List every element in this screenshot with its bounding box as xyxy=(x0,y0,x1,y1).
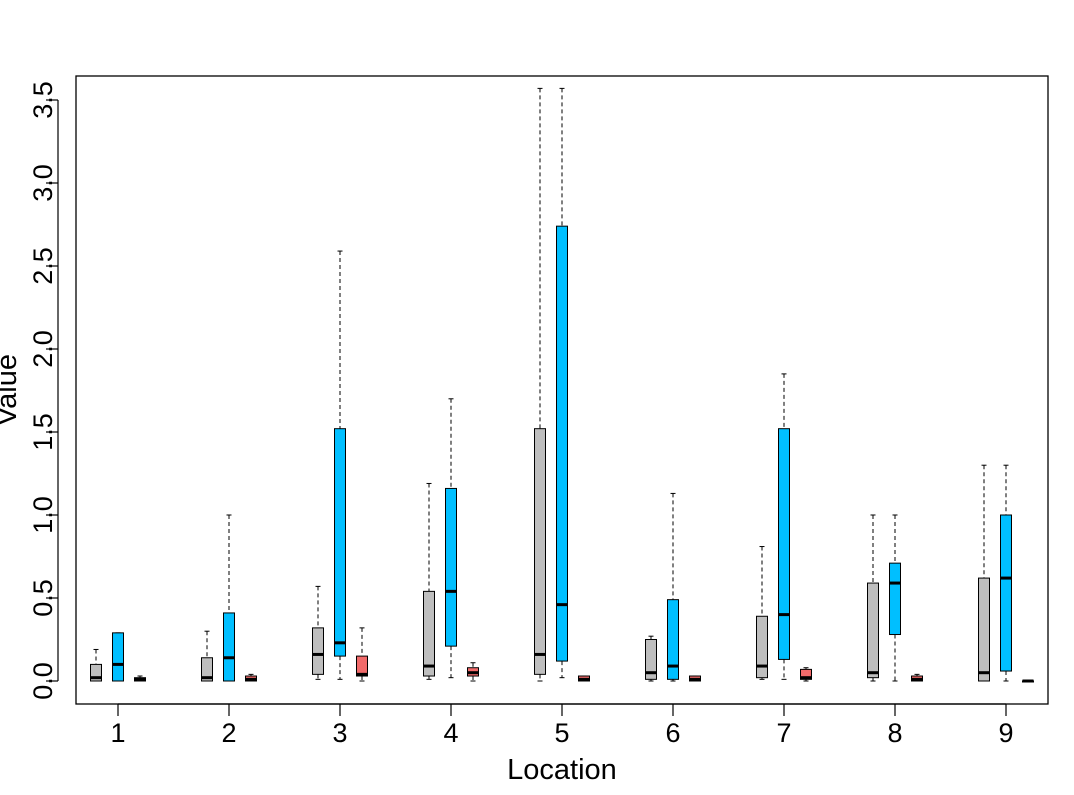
iqr-box xyxy=(223,612,235,682)
iqr-box xyxy=(312,627,324,675)
box-3-location-6 xyxy=(689,675,701,682)
iqr-box xyxy=(556,225,568,662)
iqr-box xyxy=(423,590,435,677)
iqr-box xyxy=(1000,514,1012,672)
iqr-box xyxy=(356,655,368,677)
y-tick-label: 1.5 xyxy=(28,413,58,451)
box-1-location-1 xyxy=(90,648,102,682)
x-tick-label: 6 xyxy=(665,718,680,748)
box-1-location-6 xyxy=(645,635,657,682)
iqr-box xyxy=(334,428,346,657)
box-3-location-3 xyxy=(356,627,368,682)
box-3-location-2 xyxy=(245,673,257,682)
x-tick-label: 2 xyxy=(221,718,236,748)
box-2-location-5 xyxy=(556,87,568,679)
box-1-location-4 xyxy=(423,482,435,680)
box-3-location-1 xyxy=(134,675,146,682)
box-1-location-2 xyxy=(201,630,213,682)
box-1-location-3 xyxy=(312,585,324,680)
iqr-box xyxy=(645,639,657,680)
box-2-location-8 xyxy=(889,514,901,682)
box-1-location-8 xyxy=(867,514,879,682)
box-series-group xyxy=(90,87,1034,683)
iqr-box xyxy=(534,428,546,675)
x-tick-label: 8 xyxy=(887,718,902,748)
box-2-location-3 xyxy=(334,250,346,680)
box-2-location-4 xyxy=(445,398,457,679)
y-tick-label: 3.0 xyxy=(28,164,58,202)
y-axis: 0.0 0.5 1.0 1.5 2.0 2.5 3.0 3.5 xyxy=(28,81,59,700)
box-1-location-7 xyxy=(756,546,768,680)
iqr-box xyxy=(978,577,990,682)
box-1-location-9 xyxy=(978,464,990,682)
x-tick-label: 1 xyxy=(110,718,125,748)
iqr-box xyxy=(112,632,124,682)
box-2-location-7 xyxy=(778,373,790,680)
box-3-location-4 xyxy=(467,662,479,682)
x-axis: 1 2 3 4 5 6 7 8 9 xyxy=(110,703,1014,748)
iqr-box xyxy=(445,487,457,647)
y-tick-label: 1.0 xyxy=(28,496,58,534)
box-2-location-6 xyxy=(667,492,679,682)
iqr-box xyxy=(889,562,901,636)
y-tick-label: 2.0 xyxy=(28,330,58,368)
iqr-box xyxy=(867,582,879,679)
y-tick-label: 0.0 xyxy=(28,662,58,700)
box-1-location-5 xyxy=(534,87,546,682)
x-axis-title: Location xyxy=(507,754,617,786)
box-2-location-9 xyxy=(1000,464,1012,682)
y-tick-label: 3.5 xyxy=(28,81,58,119)
box-3-location-9 xyxy=(1022,679,1034,683)
y-tick-label: 2.5 xyxy=(28,247,58,285)
iqr-box xyxy=(90,663,102,682)
x-tick-label: 7 xyxy=(776,718,791,748)
iqr-box xyxy=(201,657,213,682)
box-3-location-7 xyxy=(800,667,812,682)
y-tick-label: 0.5 xyxy=(28,579,58,617)
x-tick-label: 4 xyxy=(443,718,458,748)
y-axis-title: Value xyxy=(0,354,23,426)
box-2-location-1 xyxy=(112,632,124,682)
x-tick-label: 5 xyxy=(554,718,569,748)
box-3-location-8 xyxy=(911,673,923,682)
iqr-box xyxy=(778,428,790,660)
x-tick-label: 3 xyxy=(332,718,347,748)
iqr-box xyxy=(800,668,812,680)
box-3-location-5 xyxy=(578,675,590,682)
x-tick-label: 9 xyxy=(998,718,1013,748)
iqr-box xyxy=(667,599,679,680)
box-2-location-2 xyxy=(223,514,235,682)
iqr-box xyxy=(756,615,768,679)
